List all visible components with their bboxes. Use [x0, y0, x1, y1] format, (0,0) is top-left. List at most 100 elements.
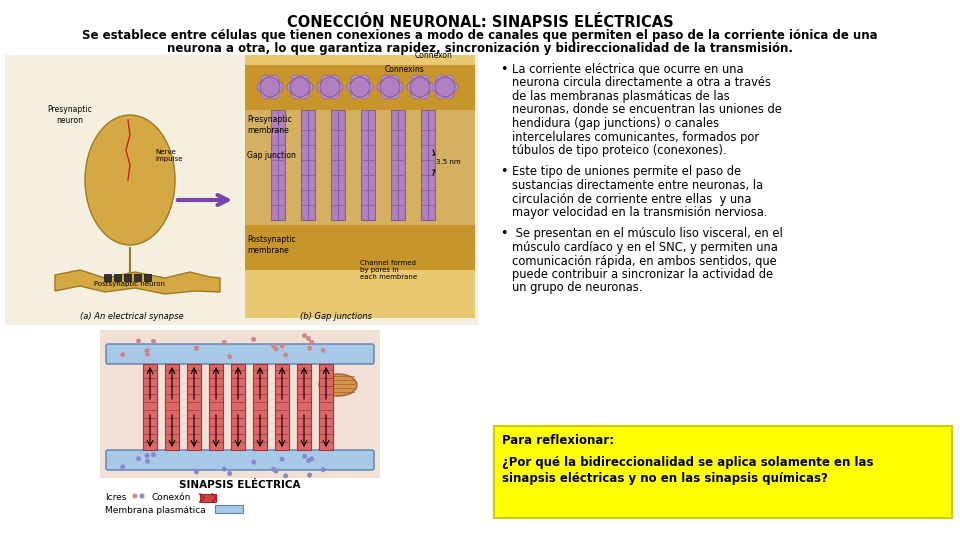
Circle shape	[306, 458, 311, 463]
Circle shape	[321, 348, 325, 353]
Bar	[231, 364, 245, 450]
Text: mayor velocidad en la transmisión nerviosa.: mayor velocidad en la transmisión nervio…	[512, 206, 767, 219]
Text: intercelulares comunicantes, formados por: intercelulares comunicantes, formados po…	[512, 131, 759, 144]
Bar	[187, 364, 201, 450]
Ellipse shape	[85, 115, 175, 245]
Circle shape	[290, 77, 310, 97]
Circle shape	[274, 347, 278, 352]
Text: Gap junction: Gap junction	[247, 151, 296, 159]
Bar	[144, 274, 151, 281]
Circle shape	[359, 75, 369, 85]
Text: •: •	[500, 227, 508, 240]
Bar	[209, 364, 223, 450]
Bar	[494, 426, 952, 518]
Circle shape	[309, 456, 314, 461]
Circle shape	[228, 354, 232, 359]
Circle shape	[363, 82, 373, 92]
Bar	[361, 110, 375, 220]
Text: Para reflexionar:: Para reflexionar:	[502, 434, 614, 447]
Circle shape	[419, 89, 429, 99]
Bar	[271, 110, 285, 220]
Circle shape	[145, 453, 150, 458]
Circle shape	[317, 82, 327, 92]
Circle shape	[283, 474, 288, 478]
Text: CONECCIÓN NEURONAL: SINAPSIS ELÉCTRICAS: CONECCIÓN NEURONAL: SINAPSIS ELÉCTRICAS	[287, 15, 673, 30]
Circle shape	[351, 89, 361, 99]
Circle shape	[321, 75, 331, 85]
Circle shape	[299, 75, 309, 85]
Circle shape	[273, 82, 283, 92]
Circle shape	[307, 346, 312, 351]
Bar	[200, 494, 216, 502]
Circle shape	[120, 464, 125, 469]
Text: túbulos de tipo proteico (conexones).: túbulos de tipo proteico (conexones).	[512, 144, 727, 157]
Text: ¿Por qué la bidireccionalidad se aplica solamente en las: ¿Por qué la bidireccionalidad se aplica …	[502, 456, 874, 469]
Circle shape	[302, 333, 307, 338]
Circle shape	[271, 343, 276, 348]
Bar	[215, 505, 243, 513]
Bar	[104, 274, 111, 281]
Circle shape	[320, 77, 340, 97]
Text: Channel formed
by pores in
each membrane: Channel formed by pores in each membrane	[360, 260, 418, 280]
Circle shape	[307, 472, 312, 477]
Circle shape	[389, 75, 399, 85]
Text: Se establece entre células que tienen conexiones a modo de canales que permiten : Se establece entre células que tienen co…	[83, 29, 877, 42]
Bar	[114, 274, 121, 281]
Text: un grupo de neuronas.: un grupo de neuronas.	[512, 281, 642, 294]
Bar	[275, 364, 289, 450]
Bar	[100, 330, 380, 478]
Circle shape	[222, 340, 227, 345]
Circle shape	[136, 339, 141, 343]
Text: Postsynaptic neuron: Postsynaptic neuron	[94, 281, 165, 287]
Circle shape	[279, 343, 284, 348]
Polygon shape	[55, 270, 220, 294]
Circle shape	[151, 452, 156, 457]
Circle shape	[329, 75, 339, 85]
Bar	[245, 225, 475, 270]
Circle shape	[287, 82, 297, 92]
Bar	[319, 364, 333, 450]
Bar	[134, 274, 141, 281]
Circle shape	[261, 75, 271, 85]
Circle shape	[359, 89, 369, 99]
Circle shape	[283, 353, 288, 357]
Bar	[5, 55, 478, 325]
Bar	[143, 364, 157, 450]
Circle shape	[291, 89, 301, 99]
Bar	[253, 364, 267, 450]
Text: Icres: Icres	[105, 493, 127, 502]
Text: Presynaptic
membrane: Presynaptic membrane	[247, 116, 292, 134]
Bar	[421, 110, 435, 220]
Text: Se presentan en el músculo liso visceral, en el: Se presentan en el músculo liso visceral…	[512, 227, 782, 240]
Bar	[331, 110, 345, 220]
Circle shape	[309, 340, 314, 345]
Circle shape	[271, 467, 276, 472]
Text: sinapsis eléctricas y no en las sinapsis químicas?: sinapsis eléctricas y no en las sinapsis…	[502, 472, 828, 485]
Text: de las membranas plasmáticas de las: de las membranas plasmáticas de las	[512, 90, 730, 103]
Circle shape	[448, 82, 458, 92]
Circle shape	[120, 352, 125, 357]
Text: (b) Gap junctions: (b) Gap junctions	[300, 312, 372, 321]
Circle shape	[302, 454, 307, 459]
Circle shape	[419, 75, 429, 85]
Text: Este tipo de uniones permite el paso de: Este tipo de uniones permite el paso de	[512, 165, 741, 179]
Text: sustancias directamente entre neuronas, la: sustancias directamente entre neuronas, …	[512, 179, 763, 192]
Circle shape	[381, 75, 391, 85]
Text: La corriente eléctrica que ocurre en una: La corriente eléctrica que ocurre en una	[512, 63, 744, 76]
Text: neurona circula directamente a otra a través: neurona circula directamente a otra a tr…	[512, 77, 771, 90]
Circle shape	[269, 75, 279, 85]
Bar	[301, 110, 315, 220]
Circle shape	[222, 467, 227, 471]
Circle shape	[291, 75, 301, 85]
Circle shape	[432, 82, 442, 92]
Ellipse shape	[319, 374, 357, 396]
Circle shape	[139, 494, 145, 498]
Circle shape	[444, 89, 454, 99]
Circle shape	[410, 77, 430, 97]
Circle shape	[228, 471, 232, 476]
Bar	[245, 55, 475, 318]
Circle shape	[136, 456, 141, 461]
Circle shape	[151, 339, 156, 344]
Text: Postsynaptic
membrane: Postsynaptic membrane	[247, 235, 296, 255]
Circle shape	[303, 82, 313, 92]
